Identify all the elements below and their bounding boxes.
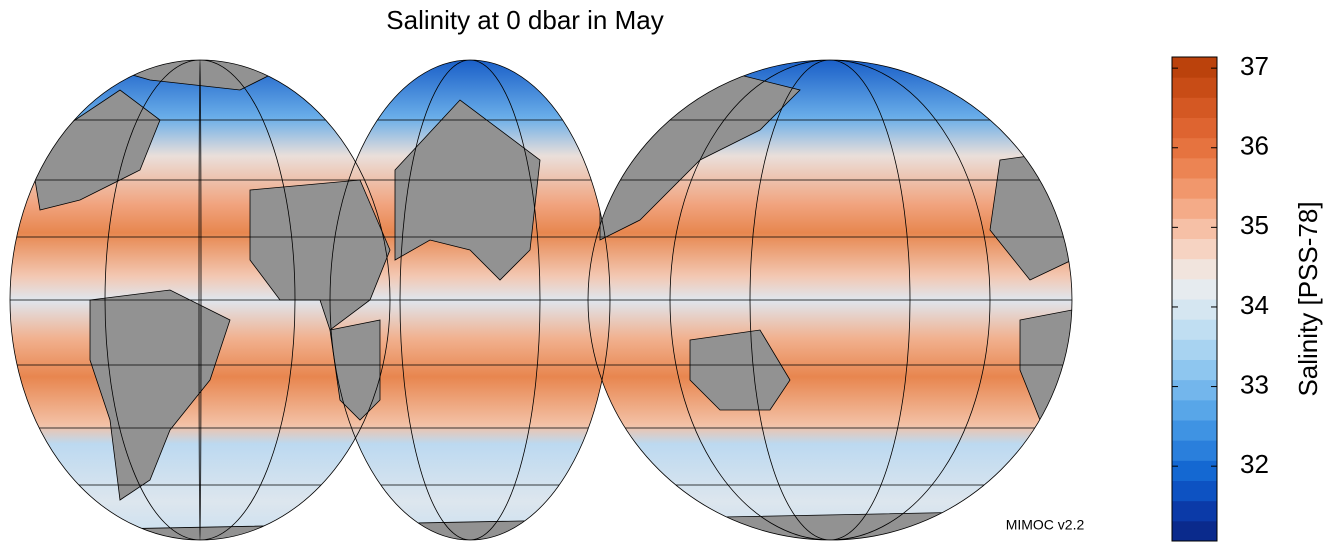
colorbar-band bbox=[1172, 399, 1217, 421]
colorbar-band bbox=[1172, 117, 1217, 139]
colorbar-band bbox=[1172, 57, 1217, 78]
colorbar-band bbox=[1172, 319, 1217, 340]
map-title: Salinity at 0 dbar in May bbox=[386, 5, 663, 35]
colorbar-band bbox=[1172, 520, 1217, 542]
colorbar-band bbox=[1172, 339, 1217, 360]
map bbox=[10, 60, 1072, 540]
colorbar-band bbox=[1172, 299, 1217, 320]
colorbar-band bbox=[1172, 460, 1217, 481]
colorbar-band bbox=[1172, 258, 1217, 280]
colorbar-tick-label: 32 bbox=[1240, 449, 1269, 479]
colorbar-band bbox=[1172, 178, 1217, 199]
colorbar-tick-label: 36 bbox=[1240, 131, 1269, 161]
colorbar-tick-label: 37 bbox=[1240, 51, 1269, 81]
colorbar-band bbox=[1172, 97, 1217, 118]
colorbar-band bbox=[1172, 278, 1217, 300]
colorbar-tick-label: 33 bbox=[1240, 369, 1269, 399]
colorbar-band bbox=[1172, 440, 1217, 461]
colorbar-band bbox=[1172, 198, 1217, 219]
colorbar-tick-label: 34 bbox=[1240, 290, 1269, 320]
lobe-outline bbox=[9, 59, 1073, 541]
colorbar-band bbox=[1172, 157, 1217, 179]
colorbar-band bbox=[1172, 218, 1217, 239]
colorbar-tick-label: 35 bbox=[1240, 210, 1269, 240]
source-label: MIMOC v2.2 bbox=[1006, 517, 1085, 533]
colorbar-band bbox=[1172, 238, 1217, 260]
colorbar-band bbox=[1172, 420, 1217, 441]
colorbar-band bbox=[1172, 500, 1217, 522]
colorbar-frame bbox=[1171, 56, 1218, 542]
colorbar-band bbox=[1172, 137, 1217, 159]
colorbar-band bbox=[1172, 379, 1217, 401]
colorbar-band bbox=[1172, 480, 1217, 502]
colorbar-band bbox=[1172, 359, 1217, 381]
colorbar-label: Salinity [PSS-78] bbox=[1293, 201, 1323, 396]
colorbar-band bbox=[1172, 77, 1217, 98]
graticule bbox=[10, 60, 1072, 540]
